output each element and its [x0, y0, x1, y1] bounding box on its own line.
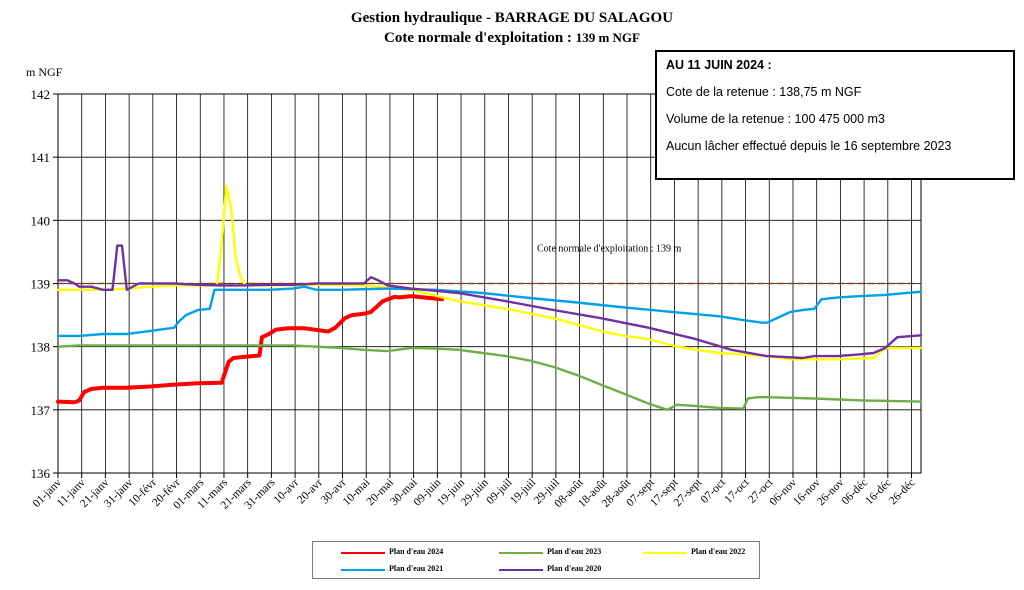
x-tick-label: 29-juin [459, 476, 491, 508]
legend-label-2021: Plan d'eau 2021 [389, 564, 444, 573]
chart-subtitle: Cote normale d'exploitation : 139 m NGF [0, 30, 1024, 47]
series-layer [56, 184, 923, 411]
line-chart: Cote normale d'exploitation : 139 m 136 1… [26, 65, 923, 512]
y-tick-label: 138 [31, 340, 51, 355]
y-axis-label: m NGF [26, 65, 63, 79]
y-tick-label: 136 [31, 466, 51, 481]
info-heading: AU 11 JUIN 2024 : [666, 58, 772, 72]
x-tick-label: 09-juil [484, 477, 514, 507]
x-tick-label: 06-déc [840, 477, 871, 508]
info-water-level: Cote de la retenue : 138,75 m NGF [666, 85, 862, 99]
x-tick-label: 07-oct [699, 476, 729, 506]
legend-label-2020: Plan d'eau 2020 [547, 564, 602, 573]
y-tick-label: 137 [31, 403, 51, 418]
status-info-box: AU 11 JUIN 2024 : Cote de la retenue : 1… [655, 50, 1015, 180]
chart-title: Gestion hydraulique - BARRAGE DU SALAGOU [350, 10, 674, 26]
legend-label-2024: Plan d'eau 2024 [389, 547, 444, 556]
x-tick-label: 10-avr [271, 477, 301, 507]
x-tick-label: 27-sept [672, 476, 705, 509]
y-tick-label: 139 [31, 277, 51, 292]
series-line-2021 [56, 285, 923, 338]
reference-line-label: Cote normale d'exploitation : 139 m [537, 244, 681, 255]
chart-legend: Plan d'eau 2024 Plan d'eau 2023 Plan d'e… [312, 541, 760, 579]
x-tick-label: 26-déc [887, 477, 918, 508]
x-tick-label: 17-oct [722, 476, 752, 506]
x-tick-label: 20-avr [295, 477, 325, 507]
series-line-2020 [56, 244, 923, 360]
legend-swatch-2024 [341, 552, 385, 554]
info-volume: Volume de la retenue : 100 475 000 m3 [666, 112, 885, 126]
legend-label-2022: Plan d'eau 2022 [691, 547, 746, 556]
subtitle-main: Cote normale d'exploitation : [384, 30, 576, 46]
series-line-2022 [56, 184, 923, 361]
legend-swatch-2022 [643, 552, 687, 554]
x-tick-label: 16-déc [863, 477, 894, 508]
legend-label-2023: Plan d'eau 2023 [547, 547, 602, 556]
info-release: Aucun lâcher effectué depuis le 16 septe… [666, 139, 952, 153]
y-tick-label: 142 [31, 87, 51, 102]
legend-swatch-2020 [499, 569, 543, 571]
reference-layer: Cote normale d'exploitation : 139 m [58, 244, 917, 285]
subtitle-value: 139 m NGF [575, 30, 640, 45]
legend-swatch-2021 [341, 569, 385, 571]
x-tick-label: 19-juil [508, 477, 538, 507]
y-tick-label: 141 [31, 150, 51, 165]
series-line-2024 [56, 294, 445, 405]
x-tick-label: 26-nov [815, 476, 847, 508]
y-tick-label: 140 [31, 213, 51, 228]
legend-swatch-2023 [499, 552, 543, 554]
series-line-2023 [56, 344, 923, 411]
